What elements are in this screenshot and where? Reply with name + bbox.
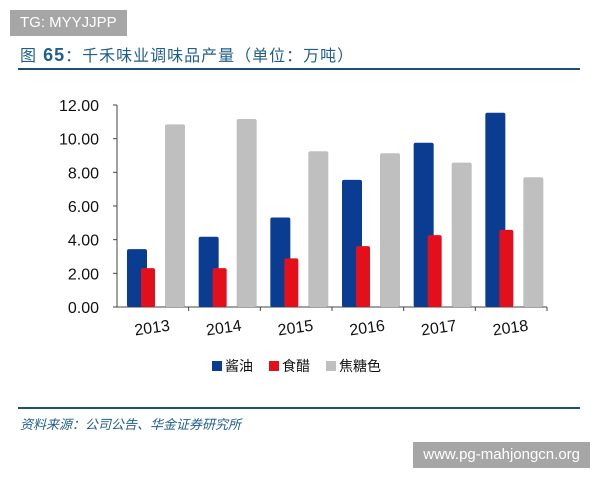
top-divider: [18, 68, 580, 70]
y-tick-label: 10.00: [59, 132, 99, 149]
x-tick-label: 2014: [205, 318, 243, 340]
y-tick-label: 6.00: [68, 199, 99, 216]
bar-食醋-2016: [356, 246, 370, 307]
bar-食醋-2014: [212, 268, 227, 307]
legend-swatch-焦糖色: [326, 361, 336, 371]
watermark-top: TG: MYYJJPP: [10, 10, 127, 36]
bottom-divider: [18, 407, 580, 409]
bar-食醋-2018: [499, 229, 514, 307]
x-tick-label: 2013: [133, 318, 171, 340]
y-tick-label: 12.00: [59, 98, 99, 115]
y-tick-label: 4.00: [68, 233, 99, 250]
chart-title: 图 65：千禾味业调味品产量（单位：万吨）: [20, 42, 354, 66]
bar-食醋-2017: [427, 235, 442, 307]
y-tick-label: 8.00: [68, 165, 99, 182]
legend-swatch-食醋: [269, 361, 279, 371]
y-tick-label: 2.00: [68, 266, 99, 283]
legend-label-焦糖色: 焦糖色: [339, 358, 381, 375]
x-tick-label: 2018: [492, 318, 530, 340]
bar-焦糖色-2017: [451, 162, 472, 307]
legend-label-酱油: 酱油: [225, 359, 253, 375]
bar-食醋-2013: [141, 268, 155, 307]
bar-焦糖色-2015: [308, 151, 329, 307]
title-text: ：千禾味业调味品产量（单位：万吨）: [65, 46, 355, 65]
bar-焦糖色-2014: [236, 118, 257, 307]
title-prefix: 图: [20, 46, 38, 65]
bar-焦糖色-2013: [165, 124, 185, 307]
bar-焦糖色-2016: [380, 153, 400, 307]
legend-swatch-酱油: [212, 361, 222, 371]
bar-食醋-2015: [284, 258, 299, 307]
x-tick-label: 2016: [348, 318, 386, 340]
watermark-bottom: www.pg-mahjongcn.org: [413, 442, 590, 468]
bar-焦糖色-2018: [523, 177, 544, 307]
legend-label-食醋: 食醋: [282, 358, 310, 375]
y-tick-label: 0.00: [68, 300, 99, 317]
x-tick-label: 2017: [420, 318, 458, 340]
source-note: 资料来源：公司公告、华金证券研究所: [20, 418, 242, 433]
title-number: 65: [43, 45, 66, 65]
x-tick-label: 2015: [277, 318, 315, 340]
